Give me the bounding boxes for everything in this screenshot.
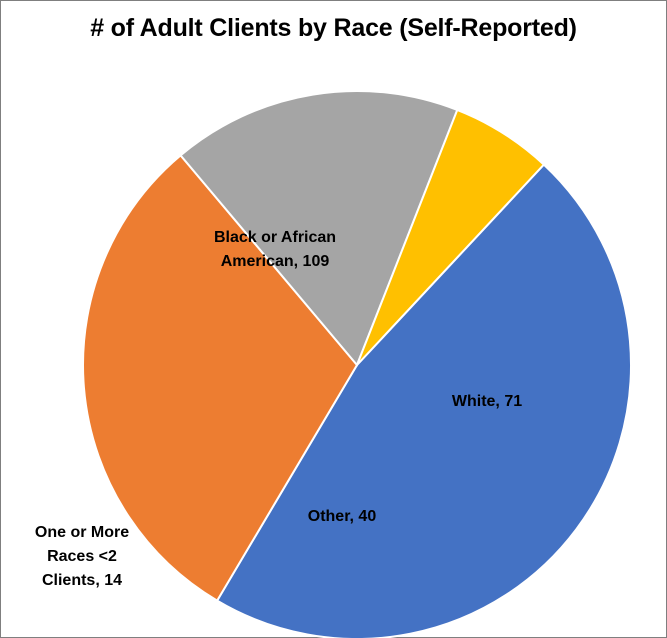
data-label-line: Clients, 14 (42, 572, 122, 589)
chart-title: # of Adult Clients by Race (Self-Reporte… (90, 14, 577, 42)
pie-slice-one-or-more-races-2-clients (356, 108, 546, 366)
data-label-line: Other, 40 (308, 508, 377, 525)
pie-slice-black-or-african-american (215, 163, 632, 638)
pie-slice-white (82, 153, 359, 602)
data-label-other: Other, 40 (308, 508, 377, 525)
data-label-one-or-more-races-2-clients: One or More Races <2 Clients, 14 (35, 524, 129, 589)
data-label-black-or-african-american: Black or African American, 109 (214, 229, 336, 270)
pie-slice-other (179, 90, 459, 367)
data-label-line: Races <2 (47, 548, 117, 565)
data-label-white: White, 71 (452, 393, 522, 410)
data-label-line: Black or African (214, 229, 336, 246)
data-label-line: American, 109 (221, 253, 330, 270)
data-label-line: One or More (35, 524, 129, 541)
data-label-line: White, 71 (452, 393, 522, 410)
